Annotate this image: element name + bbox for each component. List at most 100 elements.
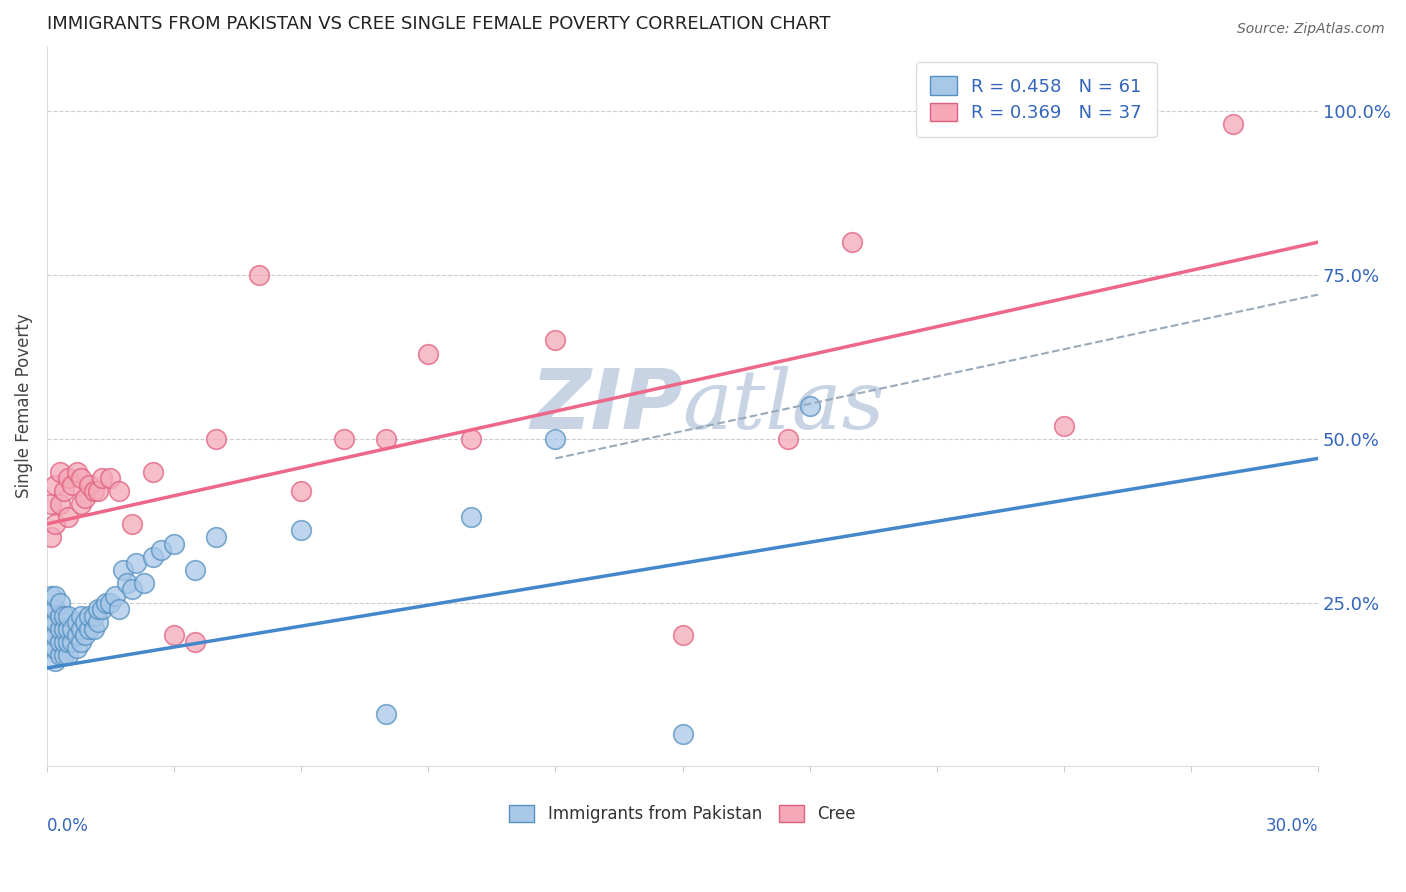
Point [48, 608, 70, 623]
Point [56, 648, 79, 662]
Point [60, 477, 83, 491]
Text: atlas: atlas [682, 366, 884, 446]
Text: 30.0%: 30.0% [1265, 817, 1319, 835]
Point [83, 608, 105, 623]
Y-axis label: Single Female Poverty: Single Female Poverty [15, 314, 32, 499]
Point [121, 582, 143, 597]
Point [52, 635, 75, 649]
Point [56, 510, 79, 524]
Point [544, 432, 567, 446]
Point [544, 334, 567, 348]
Point [39, 641, 62, 656]
Point [108, 484, 131, 499]
Point [52, 608, 75, 623]
Point [374, 432, 396, 446]
Point [77, 622, 100, 636]
Point [73, 615, 96, 630]
Text: ZIP: ZIP [530, 366, 682, 447]
Point [142, 465, 165, 479]
Point [69, 497, 91, 511]
Point [100, 471, 122, 485]
Point [39, 628, 62, 642]
Point [69, 471, 91, 485]
Point [48, 648, 70, 662]
Point [142, 549, 165, 564]
Point [125, 556, 148, 570]
Text: IMMIGRANTS FROM PAKISTAN VS CREE SINGLE FEMALE POVERTY CORRELATION CHART: IMMIGRANTS FROM PAKISTAN VS CREE SINGLE … [46, 15, 831, 33]
Point [290, 484, 312, 499]
Point [108, 602, 131, 616]
Point [44, 655, 66, 669]
Point [44, 516, 66, 531]
Point [163, 628, 186, 642]
Point [56, 622, 79, 636]
Point [83, 484, 105, 499]
Point [39, 530, 62, 544]
Point [39, 497, 62, 511]
Legend: Immigrants from Pakistan, Cree: Immigrants from Pakistan, Cree [503, 798, 862, 830]
Point [48, 497, 70, 511]
Point [112, 563, 135, 577]
Point [52, 648, 75, 662]
Point [87, 615, 110, 630]
Point [52, 622, 75, 636]
Point [104, 589, 127, 603]
Point [150, 543, 173, 558]
Point [460, 432, 482, 446]
Point [91, 471, 114, 485]
Point [56, 471, 79, 485]
Point [56, 608, 79, 623]
Point [48, 622, 70, 636]
Point [87, 484, 110, 499]
Point [60, 635, 83, 649]
Point [671, 628, 693, 642]
Point [39, 615, 62, 630]
Point [39, 602, 62, 616]
Point [56, 635, 79, 649]
Point [73, 628, 96, 642]
Point [48, 635, 70, 649]
Point [374, 706, 396, 721]
Point [332, 432, 354, 446]
Point [290, 524, 312, 538]
Point [460, 510, 482, 524]
Point [184, 635, 207, 649]
Point [69, 608, 91, 623]
Point [1222, 117, 1244, 131]
Point [184, 563, 207, 577]
Point [39, 589, 62, 603]
Point [69, 635, 91, 649]
Text: Source: ZipAtlas.com: Source: ZipAtlas.com [1237, 22, 1385, 37]
Point [65, 615, 87, 630]
Point [65, 641, 87, 656]
Point [77, 608, 100, 623]
Point [91, 602, 114, 616]
Point [418, 346, 440, 360]
Text: 0.0%: 0.0% [46, 817, 89, 835]
Point [100, 595, 122, 609]
Point [134, 575, 156, 590]
Point [778, 432, 800, 446]
Point [44, 477, 66, 491]
Point [799, 399, 821, 413]
Point [841, 235, 863, 250]
Point [44, 602, 66, 616]
Point [163, 536, 186, 550]
Point [44, 641, 66, 656]
Point [96, 595, 118, 609]
Point [87, 602, 110, 616]
Point [44, 628, 66, 642]
Point [65, 628, 87, 642]
Point [205, 530, 228, 544]
Point [117, 575, 139, 590]
Point [671, 726, 693, 740]
Point [48, 465, 70, 479]
Point [69, 622, 91, 636]
Point [52, 484, 75, 499]
Point [60, 622, 83, 636]
Point [247, 268, 270, 282]
Point [1053, 418, 1076, 433]
Point [83, 622, 105, 636]
Point [77, 477, 100, 491]
Point [48, 595, 70, 609]
